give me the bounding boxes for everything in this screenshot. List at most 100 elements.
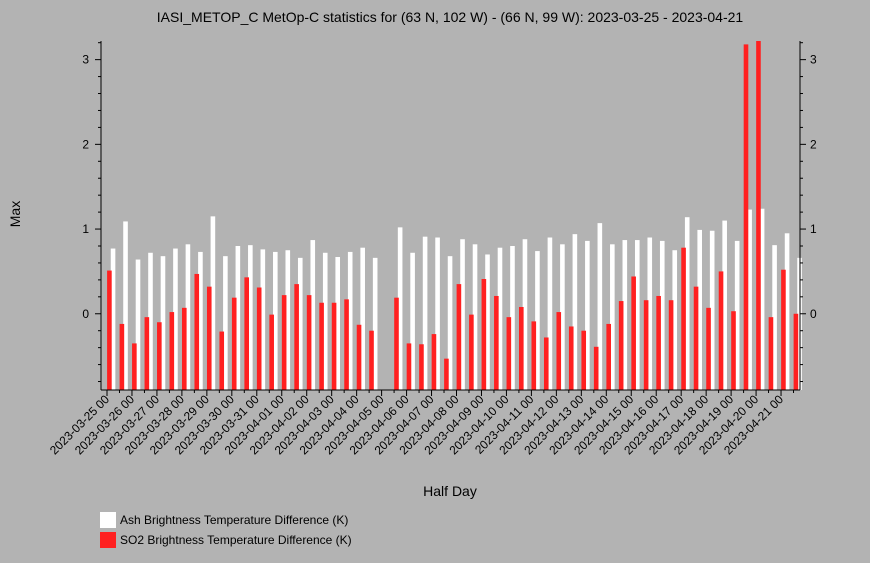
ash-bar	[173, 248, 178, 390]
so2-bar	[331, 302, 337, 390]
so2-bar	[606, 323, 611, 390]
ash-bar	[223, 256, 228, 390]
ash-bar	[297, 257, 303, 390]
ash-bar	[697, 229, 702, 390]
so2-bar	[356, 324, 362, 390]
so2-bar	[206, 286, 212, 390]
y-tick-label-right: 3	[810, 53, 817, 67]
so2-bar	[294, 284, 299, 390]
ash-bar	[447, 256, 453, 390]
y-tick-label-left: 1	[82, 222, 89, 236]
ash-bar	[784, 233, 790, 390]
ash-bar	[722, 220, 727, 390]
ash-bar	[210, 216, 216, 390]
so2-bar	[406, 343, 412, 390]
legend-label-so2: SO2 Brightness Temperature Difference (K…	[120, 533, 352, 547]
so2-bar	[319, 302, 324, 390]
so2-bar	[119, 323, 125, 390]
ash-bar	[410, 252, 415, 390]
ash-bar	[322, 252, 328, 390]
y-tick-label-right: 2	[810, 137, 817, 151]
ash-bar	[160, 256, 166, 390]
y-tick-label-left: 2	[82, 137, 89, 151]
so2-bar	[743, 44, 749, 390]
ash-bar	[610, 244, 615, 390]
y-tick-label-right: 0	[810, 307, 817, 321]
so2-bar	[543, 337, 549, 390]
so2-bar	[656, 295, 661, 390]
so2-bar	[394, 297, 399, 390]
ash-bar	[759, 208, 765, 390]
so2-bar	[531, 321, 537, 390]
legend-swatch-so2	[100, 532, 116, 548]
ash-bar	[734, 240, 740, 390]
ash-bar	[123, 221, 128, 390]
so2-bar	[181, 307, 187, 390]
so2-bar	[756, 41, 761, 390]
ash-bar	[185, 244, 191, 390]
ash-bar	[510, 246, 515, 390]
so2-bar	[519, 306, 524, 390]
so2-bar	[768, 317, 774, 390]
ash-bar	[248, 245, 253, 390]
ash-bar	[634, 240, 640, 390]
so2-bar	[256, 287, 262, 390]
ash-bar	[273, 251, 278, 390]
ash-bar	[472, 244, 478, 390]
y-tick-label-right: 1	[810, 222, 817, 236]
ash-bar	[622, 240, 628, 390]
so2-bar	[244, 277, 249, 390]
legend-label-ash: Ash Brightness Temperature Difference (K…	[120, 513, 349, 527]
ash-bar	[535, 251, 540, 390]
ash-bar	[497, 247, 503, 390]
so2-bar	[144, 317, 150, 390]
so2-bar	[781, 269, 786, 390]
ash-bar	[260, 249, 266, 390]
ash-bar	[110, 248, 116, 390]
ash-bar	[585, 240, 590, 390]
ash-bar	[547, 237, 553, 390]
so2-bar	[419, 344, 424, 390]
so2-bar	[219, 331, 225, 390]
so2-bar	[107, 270, 112, 390]
so2-bar	[793, 313, 799, 390]
so2-bar	[681, 247, 686, 390]
so2-bar	[169, 312, 175, 390]
so2-bar	[731, 311, 736, 390]
so2-bar	[444, 358, 449, 390]
so2-bar	[344, 299, 349, 390]
so2-bar	[269, 314, 274, 390]
so2-bar	[568, 326, 574, 390]
so2-bar	[668, 300, 674, 390]
x-axis-label: Half Day	[423, 483, 477, 499]
ash-bar	[360, 247, 365, 390]
ash-bar	[460, 239, 465, 390]
ash-bar	[572, 234, 578, 390]
y-tick-label-left: 3	[82, 53, 89, 67]
so2-bar	[693, 286, 699, 390]
ash-bar	[647, 237, 653, 390]
ash-bar	[422, 236, 428, 390]
so2-bar	[132, 343, 137, 390]
so2-bar	[581, 330, 587, 390]
so2-bar	[556, 312, 562, 390]
so2-bar	[231, 297, 237, 390]
legend-swatch-ash	[100, 512, 116, 528]
ash-bar	[709, 230, 715, 390]
so2-bar	[593, 346, 599, 390]
ash-bar	[522, 239, 528, 390]
ash-bar	[198, 251, 203, 390]
legend-item-so2: SO2 Brightness Temperature Difference (K…	[100, 532, 352, 548]
ash-bar	[747, 209, 752, 390]
so2-bar	[157, 322, 162, 390]
so2-bar	[306, 295, 312, 390]
ash-bar	[672, 250, 678, 390]
so2-bar	[369, 330, 374, 390]
ash-bar	[372, 257, 378, 390]
ash-bar	[772, 245, 777, 390]
ash-bar	[485, 254, 490, 390]
so2-bar	[718, 271, 724, 390]
so2-bar	[456, 284, 462, 390]
so2-bar	[506, 317, 512, 390]
